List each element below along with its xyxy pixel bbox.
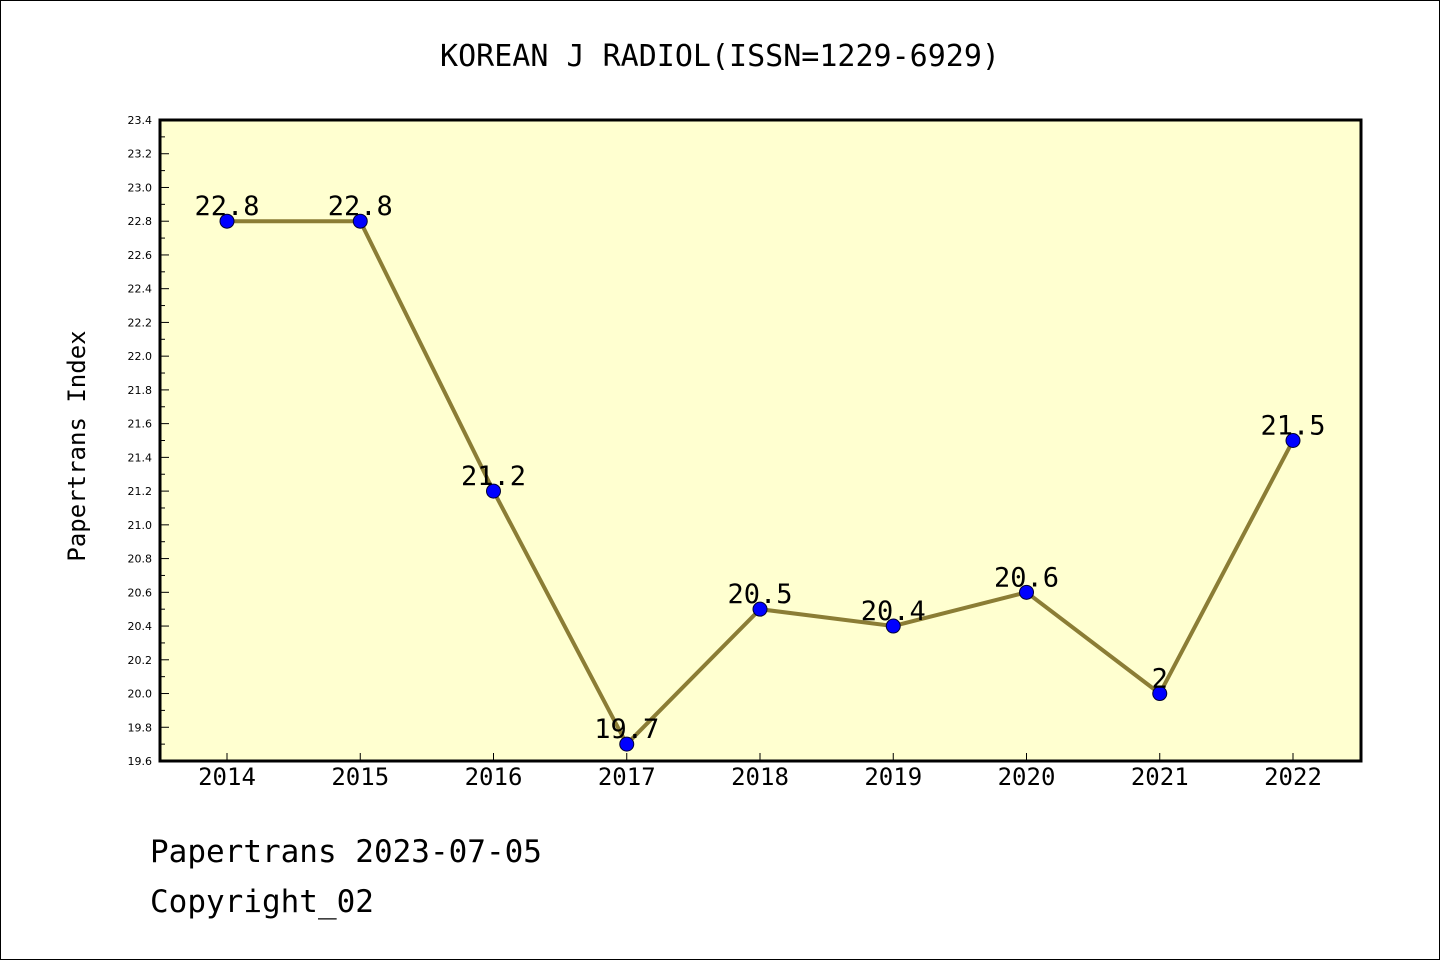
y-tick-label: 23.0	[128, 181, 153, 194]
y-tick-label: 20.2	[128, 654, 153, 667]
data-point	[1152, 686, 1168, 702]
y-tick-label: 19.6	[128, 755, 153, 768]
data-point	[1019, 584, 1034, 600]
x-tick-label: 2016	[465, 763, 523, 791]
data-point	[885, 618, 901, 634]
data-label: 21.5	[1260, 411, 1325, 442]
y-tick-label: 21.2	[128, 485, 153, 498]
y-tick-label: 23.2	[128, 148, 153, 161]
data-label: 19.7	[594, 714, 659, 745]
x-axis: 2014 2015 2016 2017 2018 2019 2020 2021 2022	[198, 753, 1322, 791]
data-point	[486, 483, 501, 499]
y-tick-label: 20.0	[128, 688, 153, 701]
data-labels: 22.8 22.8 21.2 19.7 20.5 20.4 20.6 2 21.5	[194, 191, 1325, 745]
data-label: 22.8	[194, 191, 259, 222]
y-tick-label: 22.8	[128, 215, 153, 228]
y-tick-label: 22.0	[128, 350, 153, 363]
y-tick-label: 21.8	[128, 384, 153, 397]
data-label: 20.4	[861, 596, 926, 627]
y-tick-label: 22.2	[128, 316, 153, 329]
data-point	[752, 601, 768, 617]
y-tick-label: 20.4	[128, 620, 153, 633]
y-axis-label: Papertrans Index	[63, 330, 91, 561]
x-tick-label: 2021	[1131, 763, 1189, 791]
x-tick-label: 2019	[864, 763, 922, 791]
y-tick-label: 21.4	[128, 451, 153, 464]
data-label: 20.5	[727, 579, 792, 610]
data-label: 21.2	[461, 461, 526, 492]
x-tick-label: 2022	[1264, 763, 1322, 791]
data-point	[619, 736, 635, 752]
data-label: 20.6	[994, 562, 1059, 593]
series-markers	[219, 213, 1301, 752]
y-tick-label: 20.8	[128, 553, 153, 566]
data-label: 2	[1152, 664, 1168, 695]
x-tick-label: 2018	[731, 763, 789, 791]
y-tick-label: 22.4	[128, 283, 153, 296]
y-tick-label: 20.6	[128, 586, 153, 599]
y-axis: 19.6 19.8 20.0 20.2 20.4 20.6 20.8 21.0 21.2 21.4…	[128, 114, 169, 768]
chart-title: KOREAN J RADIOL(ISSN=1229-6929)	[440, 39, 1000, 74]
y-tick-label: 23.4	[128, 114, 153, 127]
x-tick-label: 2015	[331, 763, 389, 791]
footer-copyright: Copyright_02	[150, 884, 374, 920]
y-tick-label: 22.6	[128, 249, 153, 262]
footer-date: Papertrans 2023-07-05	[150, 834, 542, 870]
data-point	[219, 213, 235, 229]
data-point	[352, 213, 368, 229]
x-tick-label: 2020	[998, 763, 1056, 791]
data-point	[1285, 433, 1301, 448]
x-tick-label: 2017	[598, 763, 656, 791]
y-tick-label: 21.6	[128, 418, 153, 431]
y-tick-label: 21.0	[128, 519, 153, 532]
y-tick-label: 19.8	[128, 721, 153, 734]
x-tick-label: 2014	[198, 763, 256, 791]
data-label: 22.8	[328, 191, 393, 222]
